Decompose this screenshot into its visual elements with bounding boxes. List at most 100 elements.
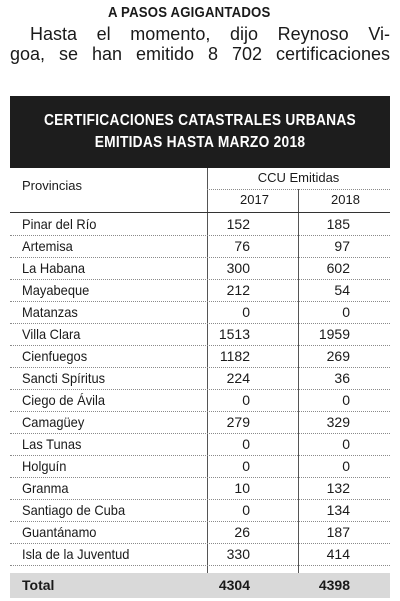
row-provincia: Guantánamo bbox=[22, 524, 97, 540]
row-value-2018: 269 bbox=[326, 348, 350, 364]
row-provincia: Camagüey bbox=[22, 414, 85, 430]
row-value-2018: 185 bbox=[326, 216, 350, 232]
table-row: Ciego de Ávila 0 0 bbox=[10, 390, 390, 411]
total-2018: 4398 bbox=[318, 577, 350, 593]
certifications-table: Provincias CCU Emitidas 2017 2018 Pinar … bbox=[10, 168, 390, 598]
row-value-2017: 26 bbox=[234, 524, 250, 540]
table-row: La Habana 300 602 bbox=[10, 258, 390, 279]
row-value-2018: 1959 bbox=[318, 326, 350, 342]
header-2017: 2017 bbox=[240, 192, 269, 207]
row-value-2017: 224 bbox=[226, 370, 250, 386]
row-value-2017: 76 bbox=[234, 238, 250, 254]
row-value-2018: 134 bbox=[326, 502, 350, 518]
row-value-2018: 187 bbox=[326, 524, 350, 540]
row-value-2018: 602 bbox=[326, 260, 350, 276]
table-row: Granma 10 132 bbox=[10, 478, 390, 499]
row-value-2017: 0 bbox=[242, 392, 250, 408]
row-value-2018: 132 bbox=[326, 480, 350, 496]
row-separator bbox=[10, 389, 390, 390]
row-value-2018: 0 bbox=[342, 304, 350, 320]
header-ccu-emitidas: CCU Emitidas bbox=[257, 170, 340, 185]
row-provincia: Villa Clara bbox=[22, 326, 81, 342]
row-provincia: Granma bbox=[22, 480, 69, 496]
row-separator bbox=[10, 411, 390, 412]
row-value-2017: 1513 bbox=[218, 326, 250, 342]
row-separator bbox=[10, 565, 390, 566]
header-group-rule bbox=[207, 189, 390, 190]
table-title-line-2: EMITIDAS HASTA MARZO 2018 bbox=[94, 134, 306, 151]
row-separator bbox=[10, 301, 390, 302]
table-row: Cienfuegos 1182 269 bbox=[10, 346, 390, 367]
row-separator bbox=[10, 455, 390, 456]
row-value-2017: 330 bbox=[226, 546, 250, 562]
row-value-2018: 0 bbox=[342, 392, 350, 408]
row-value-2018: 97 bbox=[334, 238, 350, 254]
lead-line-2: goa, se han emitido 8 702 certificacione… bbox=[10, 44, 390, 64]
total-2017: 4304 bbox=[218, 577, 250, 593]
row-separator bbox=[10, 433, 390, 434]
column-divider-provincias bbox=[207, 168, 208, 598]
table-row: Guantánamo 26 187 bbox=[10, 522, 390, 543]
row-provincia: Las Tunas bbox=[22, 436, 82, 452]
article-lead: Hasta el momento, dijo Reynoso Vi- goa, … bbox=[10, 24, 390, 64]
row-separator bbox=[10, 521, 390, 522]
row-value-2017: 300 bbox=[226, 260, 250, 276]
row-value-2017: 0 bbox=[242, 502, 250, 518]
row-value-2017: 152 bbox=[226, 216, 250, 232]
table-row: Sancti Spíritus 224 36 bbox=[10, 368, 390, 389]
row-separator bbox=[10, 477, 390, 478]
row-provincia: Sancti Spíritus bbox=[22, 370, 106, 386]
row-provincia: Isla de la Juventud bbox=[22, 546, 130, 562]
table-row: Artemisa 76 97 bbox=[10, 236, 390, 257]
row-provincia: La Habana bbox=[22, 260, 86, 276]
row-value-2018: 0 bbox=[342, 436, 350, 452]
row-value-2017: 212 bbox=[226, 282, 250, 298]
row-separator bbox=[10, 345, 390, 346]
row-value-2018: 414 bbox=[326, 546, 350, 562]
row-value-2018: 36 bbox=[334, 370, 350, 386]
row-provincia: Cienfuegos bbox=[22, 348, 88, 364]
article-heading: A PASOS AGIGANTADOS bbox=[108, 4, 271, 21]
row-provincia: Holguín bbox=[22, 458, 67, 474]
table-row: Matanzas 0 0 bbox=[10, 302, 390, 323]
row-provincia: Ciego de Ávila bbox=[22, 392, 106, 408]
row-value-2017: 1182 bbox=[219, 348, 250, 364]
row-value-2018: 0 bbox=[342, 458, 350, 474]
table-row: Holguín 0 0 bbox=[10, 456, 390, 477]
header-bottom-rule bbox=[10, 212, 390, 213]
row-separator bbox=[10, 257, 390, 258]
table-row: Isla de la Juventud 330 414 bbox=[10, 544, 390, 565]
row-provincia: Santiago de Cuba bbox=[22, 502, 126, 518]
row-separator bbox=[10, 279, 390, 280]
total-row: Total 4304 4398 bbox=[10, 573, 390, 598]
total-label: Total bbox=[22, 577, 55, 593]
row-provincia: Mayabeque bbox=[22, 282, 90, 298]
row-value-2018: 329 bbox=[326, 414, 350, 430]
row-value-2018: 54 bbox=[334, 282, 350, 298]
row-provincia: Artemisa bbox=[22, 238, 73, 254]
table-row: Mayabeque 212 54 bbox=[10, 280, 390, 301]
table-row: Pinar del Río 152 185 bbox=[10, 214, 390, 235]
column-divider-years bbox=[298, 189, 299, 598]
row-separator bbox=[10, 323, 390, 324]
row-value-2017: 0 bbox=[242, 458, 250, 474]
table-row: Santiago de Cuba 0 134 bbox=[10, 500, 390, 521]
row-value-2017: 0 bbox=[242, 436, 250, 452]
header-2018: 2018 bbox=[331, 192, 360, 207]
row-value-2017: 0 bbox=[242, 304, 250, 320]
table-title-banner: CERTIFICACIONES CATASTRALES URBANAS EMIT… bbox=[10, 96, 390, 168]
table-row: Villa Clara 1513 1959 bbox=[10, 324, 390, 345]
row-separator bbox=[10, 367, 390, 368]
row-separator bbox=[10, 543, 390, 544]
row-provincia: Matanzas bbox=[22, 304, 78, 320]
lead-line-1: Hasta el momento, dijo Reynoso Vi- bbox=[30, 24, 390, 44]
header-provincias: Provincias bbox=[22, 178, 82, 193]
table-row: Camagüey 279 329 bbox=[10, 412, 390, 433]
table-title-line-1: CERTIFICACIONES CATASTRALES URBANAS bbox=[43, 112, 356, 129]
row-value-2017: 10 bbox=[234, 480, 250, 496]
row-separator bbox=[10, 499, 390, 500]
row-separator bbox=[10, 235, 390, 236]
row-value-2017: 279 bbox=[226, 414, 250, 430]
table-row: Las Tunas 0 0 bbox=[10, 434, 390, 455]
row-provincia: Pinar del Río bbox=[22, 216, 97, 232]
